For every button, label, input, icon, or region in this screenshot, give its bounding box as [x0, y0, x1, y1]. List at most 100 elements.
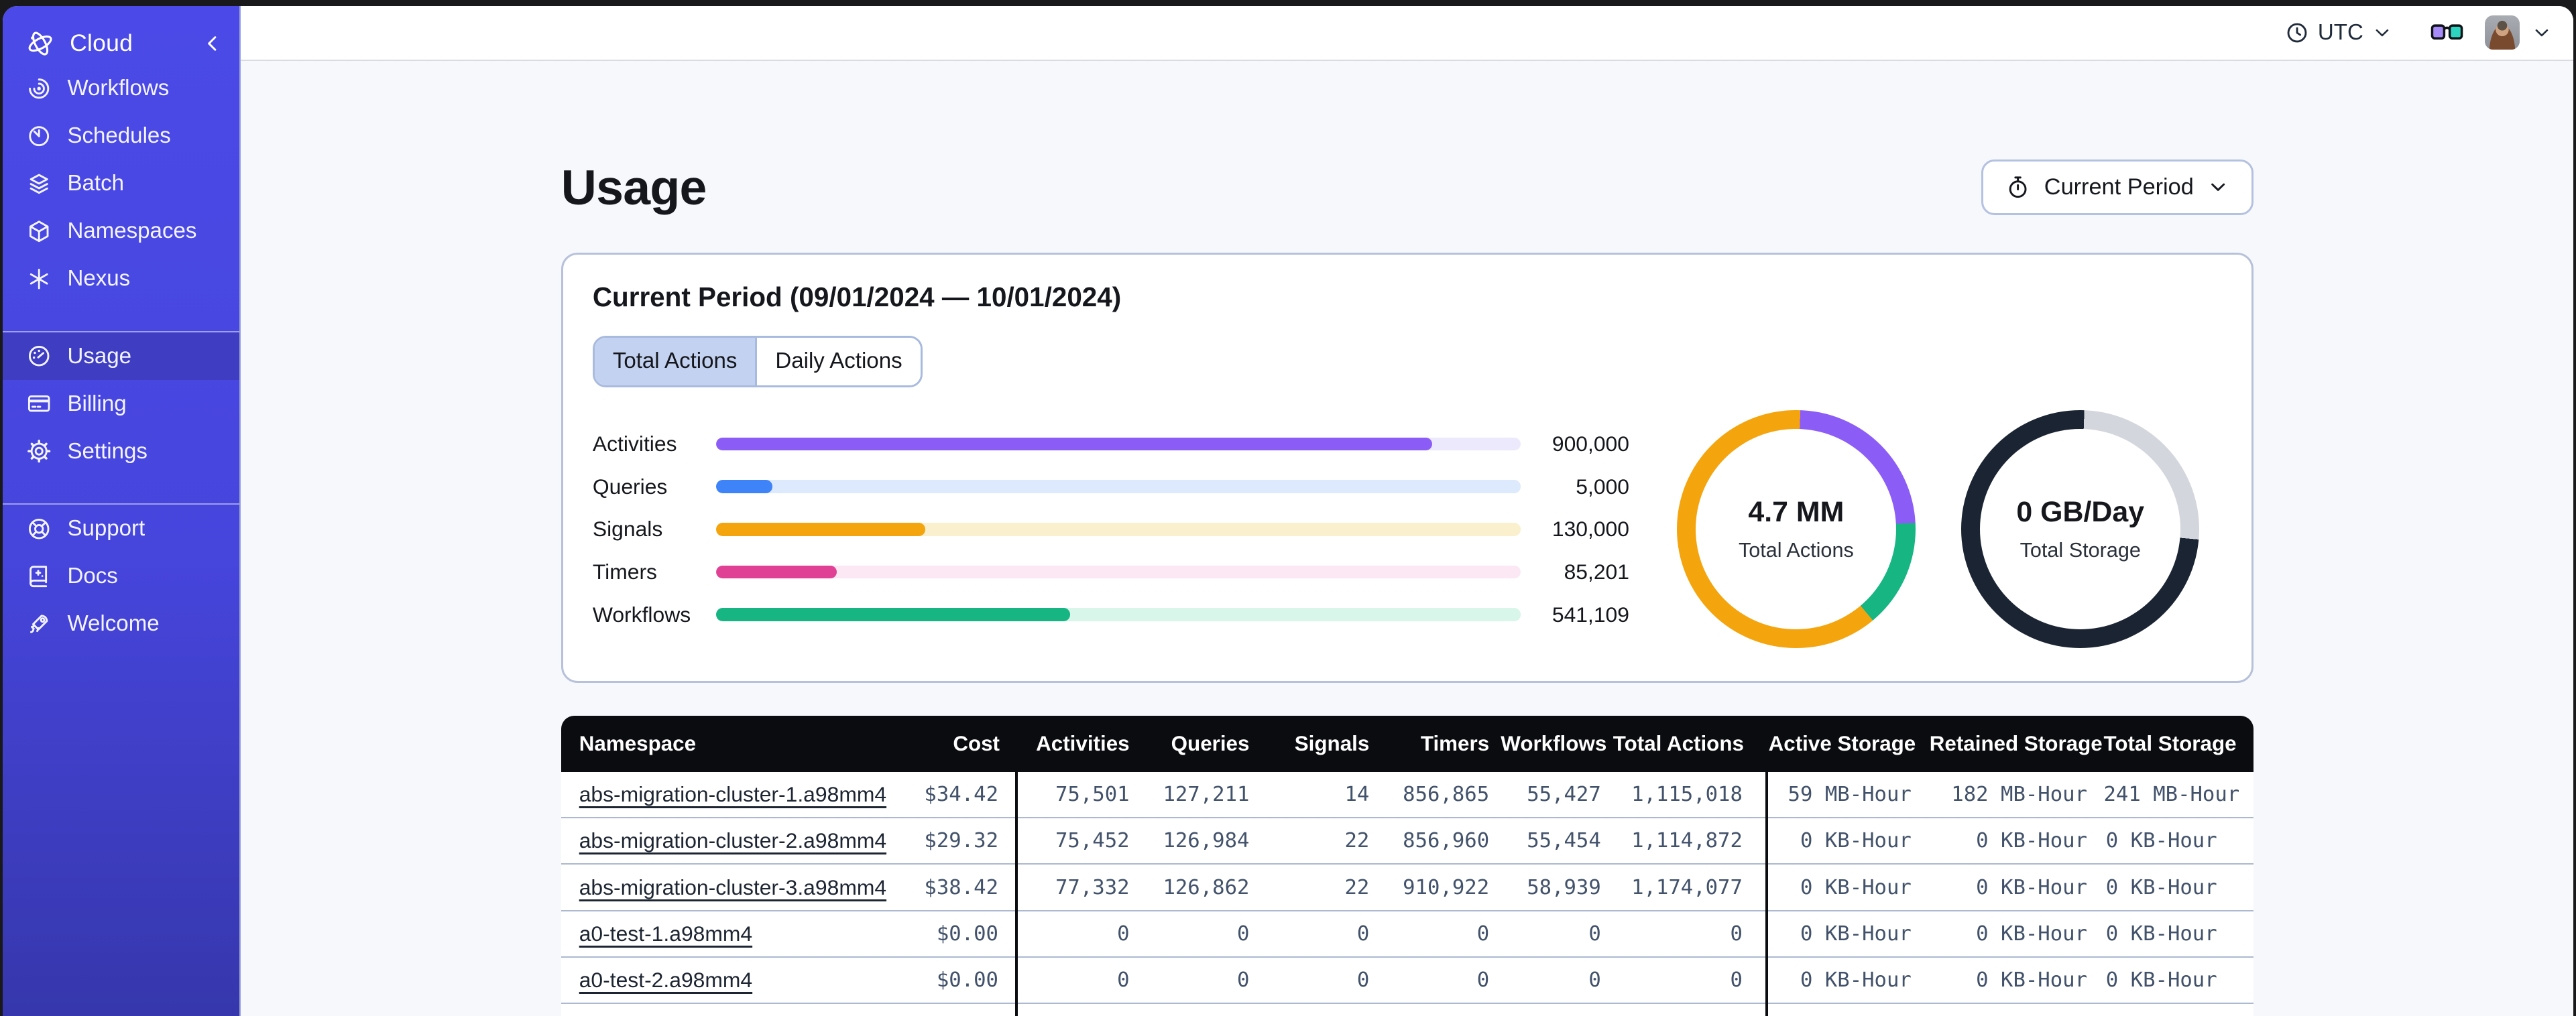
billing-icon — [25, 390, 52, 417]
sidebar-item-support[interactable]: Support — [3, 505, 239, 552]
cell-activities: 0 — [1014, 1003, 1140, 1016]
namespace-link[interactable]: abs-migration-cluster-1.a98mm4 — [579, 781, 887, 806]
cell-timers: 0 — [1379, 957, 1499, 1005]
tab-total-actions[interactable]: Total Actions — [594, 337, 756, 385]
cloud-orbit-icon — [25, 29, 55, 58]
cell-queries: 0 — [1139, 957, 1260, 1005]
cell-activities: 0 — [1014, 957, 1140, 1005]
sidebar-item-batch[interactable]: Batch — [3, 160, 239, 208]
cell-workflows: 0 — [1499, 957, 1611, 1005]
bar-value: 85,201 — [1564, 559, 1629, 584]
namespace-link[interactable]: bk-worker-test.a98mm4 — [579, 1015, 803, 1016]
sidebar-item-welcome[interactable]: Welcome — [3, 600, 239, 647]
cell-cost: $29.32 — [919, 818, 1016, 865]
sidebar-item-nexus[interactable]: Nexus — [3, 255, 239, 303]
workflows-icon — [25, 75, 52, 102]
period-selector-button[interactable]: Current Period — [1981, 159, 2253, 215]
sidebar-item-docs[interactable]: Docs — [3, 552, 239, 600]
clock-icon — [2287, 23, 2307, 42]
user-avatar[interactable] — [2485, 15, 2520, 50]
cell-cost: $0.00 — [919, 1003, 1016, 1016]
namespace-link[interactable]: a0-test-2.a98mm4 — [579, 968, 753, 993]
cell-signals: 14 — [1259, 771, 1379, 819]
column-header-total-storage: Total Storage — [2102, 716, 2253, 772]
sidebar-item-label: Nexus — [67, 266, 131, 292]
brand-label: Cloud — [70, 29, 133, 57]
cell-total-storage: 0 KB-Hour — [2102, 864, 2253, 911]
donut-total-actions: 4.7 MM Total Actions — [1677, 410, 1916, 649]
table-row[interactable]: abs-migration-cluster-2.a98mm4 $29.32 75,4… — [561, 818, 2253, 865]
table-row[interactable]: a0-test-2.a98mm4 $0.00 0 0 0 0 0 0 0 KB-Hour 0 KB… — [561, 957, 2253, 1005]
namespace-link[interactable]: abs-migration-cluster-2.a98mm4 — [579, 828, 887, 853]
bar-track — [715, 437, 1521, 451]
batch-icon — [25, 170, 52, 197]
column-header-timers: Timers — [1379, 716, 1499, 772]
cell-queries: 0 — [1139, 910, 1260, 958]
donut-total-storage: 0 GB/Day Total Storage — [1961, 410, 2200, 649]
sidebar-item-namespaces[interactable]: Namespaces — [3, 208, 239, 255]
sidebar-item-billing[interactable]: Billing — [3, 380, 239, 428]
cell-total-actions: 1,174,077 — [1611, 864, 1767, 911]
tab-daily-actions[interactable]: Daily Actions — [755, 337, 921, 385]
cell-signals: 22 — [1259, 864, 1379, 911]
column-header-active-storage: Active Storage — [1767, 716, 1928, 772]
sidebar-item-label: Settings — [67, 438, 148, 464]
namespace-link[interactable]: abs-migration-cluster-3.a98mm4 — [579, 875, 887, 899]
cell-timers: 0 — [1379, 910, 1499, 958]
chevron-down-icon — [2372, 22, 2393, 44]
bar-label: Signals — [592, 517, 663, 542]
column-header-cost: Cost — [919, 716, 1016, 772]
sidebar-item-label: Namespaces — [67, 218, 197, 244]
cell-retained-storage: 182 MB-Hour — [1928, 771, 2103, 819]
bar-track — [715, 608, 1521, 621]
cell-total-actions: 0 — [1611, 910, 1767, 958]
bar-value: 5,000 — [1576, 474, 1629, 499]
user-menu-chevron-icon[interactable] — [2531, 22, 2553, 44]
bar-track — [715, 480, 1521, 493]
namespace-usage-table: Namespace Cost Activities Queries Signals Tim… — [561, 716, 2253, 1016]
cell-namespace: a0-test-2.a98mm4 — [561, 957, 919, 1005]
bar-label: Activities — [592, 431, 677, 456]
cell-namespace: abs-migration-cluster-3.a98mm4 — [561, 864, 919, 911]
cell-signals: 0 — [1259, 957, 1379, 1005]
sidebar-brand[interactable]: Cloud — [25, 22, 223, 65]
timezone-label: UTC — [2317, 19, 2363, 45]
table-row[interactable]: abs-migration-cluster-3.a98mm4 $38.42 77,3… — [561, 864, 2253, 911]
cell-retained-storage: 0 KB-Hour — [1928, 957, 2103, 1005]
cell-active-storage: 0 KB-Hour — [1765, 1003, 1928, 1016]
sidebar-item-label: Support — [67, 515, 145, 541]
cell-total-storage: 0 KB-Hour — [2102, 1003, 2253, 1016]
bar-value: 900,000 — [1552, 431, 1629, 456]
sidebar-nav-account: Usage Billing Settings — [2, 332, 239, 475]
table-row[interactable]: a0-test-1.a98mm4 $0.00 0 0 0 0 0 0 0 KB-Hour 0 KB… — [561, 910, 2253, 958]
table-row[interactable]: bk-worker-test.a98mm4$0.000000110 KB-Hou… — [561, 1003, 2253, 1016]
sidebar-item-schedules[interactable]: Schedules — [3, 113, 239, 160]
cell-retained-storage: 0 KB-Hour — [1928, 818, 2103, 865]
glasses-icon[interactable] — [2431, 22, 2463, 43]
cell-cost: $0.00 — [919, 957, 1016, 1005]
bar-label: Workflows — [592, 602, 691, 627]
timezone-selector[interactable]: UTC — [2284, 20, 2393, 46]
cell-cost: $0.00 — [919, 910, 1016, 958]
bar-row-workflows: Workflows 541,109 — [593, 593, 1629, 636]
sidebar-item-label: Billing — [67, 391, 127, 416]
cell-activities: 77,332 — [1014, 864, 1140, 911]
period-button-label: Current Period — [2044, 174, 2194, 200]
sidebar-item-workflows[interactable]: Workflows — [3, 65, 239, 113]
cell-active-storage: 0 KB-Hour — [1765, 818, 1928, 865]
column-header-workflows: Workflows — [1499, 716, 1611, 772]
cell-timers: 856,865 — [1379, 771, 1499, 819]
donut-value: 4.7 MM — [1748, 496, 1845, 529]
cell-cost: $34.42 — [919, 771, 1016, 819]
sidebar-item-settings[interactable]: Settings — [3, 428, 239, 475]
cell-signals: 22 — [1259, 818, 1379, 865]
collapse-sidebar-icon[interactable] — [202, 33, 223, 54]
table-row[interactable]: abs-migration-cluster-1.a98mm4 $34.42 75,5… — [561, 771, 2253, 819]
bar-row-signals: Signals 130,000 — [593, 508, 1629, 551]
sidebar-item-usage[interactable]: Usage — [2, 332, 239, 381]
cell-cost: $38.42 — [919, 864, 1016, 911]
bar-fill — [715, 437, 1433, 451]
namespace-link[interactable]: a0-test-1.a98mm4 — [579, 921, 753, 946]
sidebar-nav-help: Support Docs Welcome — [3, 505, 239, 647]
namespaces-icon — [25, 218, 52, 245]
